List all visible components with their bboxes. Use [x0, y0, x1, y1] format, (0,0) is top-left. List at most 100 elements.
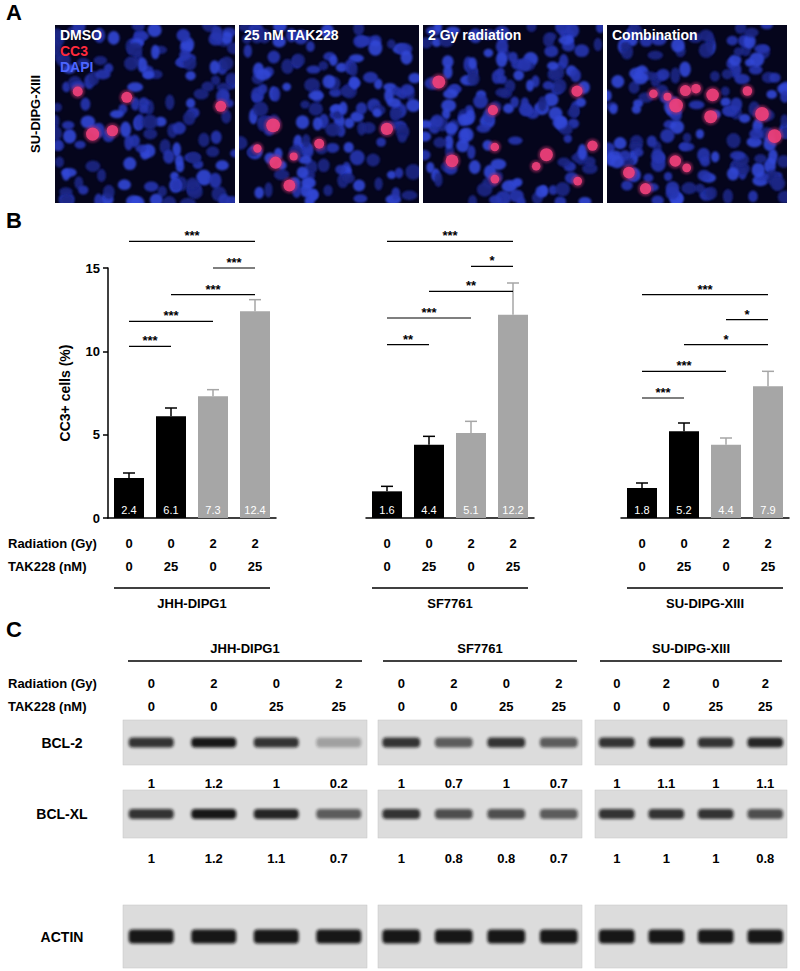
svg-text:TAK228 (nM): TAK228 (nM): [8, 699, 86, 714]
svg-text:SF7761: SF7761: [427, 596, 473, 611]
svg-text:25: 25: [269, 699, 283, 714]
svg-text:1.2: 1.2: [205, 776, 223, 791]
svg-text:***: ***: [184, 228, 200, 243]
svg-text:0: 0: [125, 536, 132, 551]
svg-text:***: ***: [421, 305, 437, 320]
svg-text:0: 0: [503, 676, 510, 691]
svg-text:1: 1: [503, 776, 510, 791]
svg-text:JHH-DIPG1: JHH-DIPG1: [157, 596, 226, 611]
svg-text:***: ***: [163, 308, 179, 323]
svg-text:0: 0: [663, 699, 670, 714]
svg-text:**: **: [403, 332, 414, 347]
svg-text:0.8: 0.8: [497, 851, 515, 866]
svg-text:0: 0: [93, 511, 100, 526]
svg-text:2: 2: [509, 536, 516, 551]
svg-text:12.4: 12.4: [244, 504, 265, 516]
svg-text:0: 0: [638, 559, 645, 574]
svg-text:1: 1: [613, 776, 620, 791]
svg-text:7.9: 7.9: [760, 504, 775, 516]
svg-text:0: 0: [383, 536, 390, 551]
svg-text:Combination: Combination: [612, 27, 698, 43]
svg-text:5.2: 5.2: [676, 504, 691, 516]
svg-text:25: 25: [164, 559, 178, 574]
svg-text:25: 25: [677, 559, 691, 574]
svg-text:0: 0: [680, 536, 687, 551]
svg-text:10: 10: [86, 344, 100, 359]
svg-text:SU-DIPG-XIII: SU-DIPG-XIII: [666, 596, 744, 611]
svg-text:Radiation (Gy): Radiation (Gy): [8, 676, 97, 691]
svg-text:ACTIN: ACTIN: [41, 929, 84, 945]
svg-text:1: 1: [148, 851, 155, 866]
svg-text:1.2: 1.2: [205, 851, 223, 866]
svg-text:0: 0: [712, 676, 719, 691]
svg-text:1: 1: [613, 851, 620, 866]
svg-text:0: 0: [209, 559, 216, 574]
svg-text:0: 0: [450, 699, 457, 714]
svg-text:0: 0: [210, 699, 217, 714]
svg-text:0: 0: [467, 559, 474, 574]
svg-text:C: C: [6, 617, 22, 642]
svg-text:JHH-DIPG1: JHH-DIPG1: [210, 641, 279, 656]
svg-text:0: 0: [613, 676, 620, 691]
svg-text:0.7: 0.7: [445, 776, 463, 791]
svg-text:*: *: [489, 253, 495, 268]
svg-text:2: 2: [762, 676, 769, 691]
svg-text:Radiation (Gy): Radiation (Gy): [8, 536, 97, 551]
svg-text:2 Gy radiation: 2 Gy radiation: [428, 27, 521, 43]
svg-text:4.4: 4.4: [718, 504, 733, 516]
svg-text:***: ***: [697, 282, 713, 297]
svg-text:***: ***: [142, 333, 158, 348]
svg-text:1.1: 1.1: [267, 851, 285, 866]
svg-text:0: 0: [148, 676, 155, 691]
svg-text:1: 1: [663, 851, 670, 866]
svg-text:SU-DIPG-XIII: SU-DIPG-XIII: [28, 75, 43, 153]
svg-text:1: 1: [712, 776, 719, 791]
svg-text:*: *: [744, 307, 750, 322]
svg-text:B: B: [6, 208, 22, 233]
svg-text:7.3: 7.3: [205, 504, 220, 516]
svg-text:***: ***: [676, 358, 692, 373]
svg-text:0: 0: [398, 676, 405, 691]
svg-text:***: ***: [442, 228, 458, 243]
svg-text:0: 0: [425, 536, 432, 551]
svg-text:1: 1: [398, 776, 405, 791]
svg-text:4.4: 4.4: [421, 504, 436, 516]
svg-text:1: 1: [273, 776, 280, 791]
svg-text:25: 25: [248, 559, 262, 574]
svg-text:2: 2: [555, 676, 562, 691]
svg-text:TAK228 (nM): TAK228 (nM): [8, 559, 86, 574]
svg-text:***: ***: [226, 255, 242, 270]
svg-text:0.7: 0.7: [330, 851, 348, 866]
svg-text:***: ***: [655, 385, 671, 400]
svg-text:0: 0: [167, 536, 174, 551]
svg-text:CC3: CC3: [60, 43, 88, 59]
svg-text:2: 2: [210, 676, 217, 691]
svg-text:1.6: 1.6: [379, 504, 394, 516]
svg-text:CC3+ cells (%): CC3+ cells (%): [57, 345, 73, 442]
svg-text:0.8: 0.8: [445, 851, 463, 866]
svg-text:DMSO: DMSO: [60, 27, 102, 43]
svg-text:25: 25: [758, 699, 772, 714]
svg-text:***: ***: [205, 282, 221, 297]
svg-text:0: 0: [148, 699, 155, 714]
svg-text:25 nM TAK228: 25 nM TAK228: [244, 27, 339, 43]
svg-text:2: 2: [467, 536, 474, 551]
svg-text:25: 25: [552, 699, 566, 714]
svg-text:2.4: 2.4: [121, 504, 136, 516]
svg-text:2: 2: [209, 536, 216, 551]
svg-text:6.1: 6.1: [163, 504, 178, 516]
svg-text:0: 0: [383, 559, 390, 574]
svg-text:0: 0: [273, 676, 280, 691]
svg-text:BCL-XL: BCL-XL: [36, 806, 88, 822]
svg-text:2: 2: [251, 536, 258, 551]
svg-text:25: 25: [709, 699, 723, 714]
svg-text:5.1: 5.1: [463, 504, 478, 516]
svg-text:1: 1: [712, 851, 719, 866]
svg-text:BCL-2: BCL-2: [41, 735, 82, 751]
svg-text:1.1: 1.1: [756, 776, 774, 791]
svg-text:2: 2: [450, 676, 457, 691]
svg-text:0: 0: [722, 559, 729, 574]
svg-text:1.1: 1.1: [657, 776, 675, 791]
svg-text:25: 25: [499, 699, 513, 714]
svg-text:SF7761: SF7761: [457, 641, 503, 656]
